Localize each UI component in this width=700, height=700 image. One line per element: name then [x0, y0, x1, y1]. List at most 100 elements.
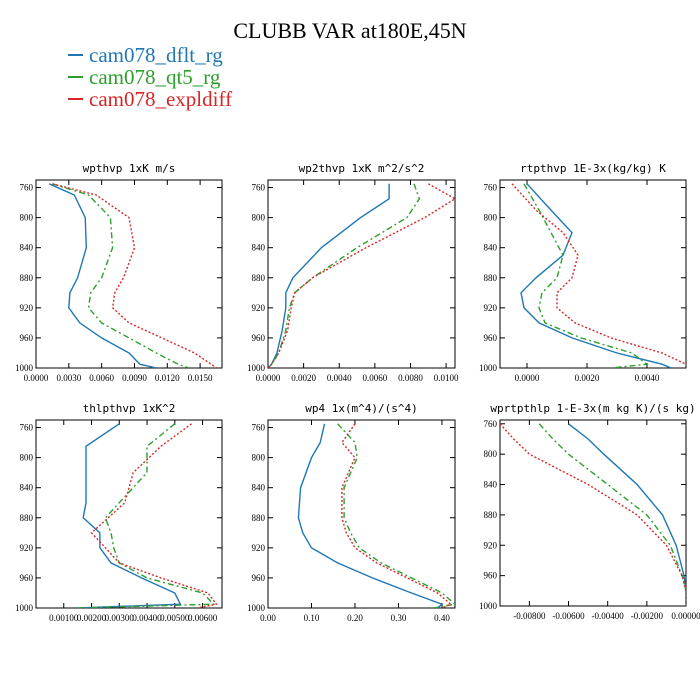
- panel-title: wpthvp 1xK m/s: [83, 162, 176, 175]
- series-line-dflt: [297, 423, 444, 608]
- x-tick-label: 0.0060: [89, 373, 114, 383]
- y-tick-label: 1000: [479, 363, 498, 373]
- y-tick-label: 880: [484, 510, 498, 520]
- series-line-qt5: [538, 423, 686, 606]
- chart-title: CLUBB VAR at180E,45N: [233, 18, 467, 43]
- y-tick-label: 1000: [15, 363, 34, 373]
- y-tick-label: 960: [484, 333, 498, 343]
- y-tick-label: 840: [252, 483, 266, 493]
- x-tick-label: 0.00: [260, 613, 276, 623]
- y-tick-label: 960: [20, 333, 34, 343]
- panel-title: wprtpthlp 1-E-3x(m kg K)/(s kg): [490, 402, 695, 415]
- y-tick-label: 960: [484, 571, 498, 581]
- y-tick-label: 840: [484, 480, 498, 490]
- legend-swatch-dflt: [68, 54, 83, 56]
- panel-2: wp2thvp 1xK m^2/s^2 760 800 840 880 920 960 100…: [247, 162, 459, 383]
- panel-5: wp4 1x(m^4)/(s^4)76080084088092096010000…: [247, 402, 456, 623]
- y-tick-label: 800: [484, 449, 498, 459]
- panel-6: wprtpthlp 1-E-3x(m kg K)/(s kg) 760 800 840…: [479, 402, 700, 621]
- y-tick-label: 760: [20, 423, 34, 433]
- plot-frame: [499, 179, 687, 369]
- series-line-dflt: [48, 183, 157, 368]
- y-tick-label: 920: [20, 543, 34, 553]
- series-line-expldiff: [511, 183, 686, 368]
- panel-title: rtpthvp 1E-3x(kg/kg) K: [520, 162, 666, 175]
- y-tick-label: 880: [20, 513, 34, 523]
- series-line-qt5: [77, 423, 216, 608]
- x-tick-label: -0.00800: [513, 611, 546, 621]
- y-tick-label: 840: [484, 243, 498, 253]
- plot-frame: [35, 179, 223, 369]
- series-line-qt5: [337, 423, 455, 608]
- plot-frame: [35, 419, 223, 609]
- y-tick-label: 840: [252, 243, 266, 253]
- x-tick-label: 0.0040: [327, 373, 352, 383]
- x-tick-label: 0.00600: [188, 613, 218, 623]
- x-tick-label: 0.0060: [362, 373, 387, 383]
- x-tick-label: 0.0030: [56, 373, 81, 383]
- y-tick-label: 960: [252, 573, 266, 583]
- series-line-dflt: [520, 183, 672, 368]
- x-tick-label: 0.0000: [24, 373, 49, 383]
- x-tick-label: 0.0150: [188, 373, 213, 383]
- y-tick-label: 800: [20, 453, 34, 463]
- panel-title: wp2thvp 1xK m^2/s^2: [299, 162, 425, 175]
- y-tick-label: 840: [20, 243, 34, 253]
- x-tick-label: 0.40: [434, 613, 450, 623]
- y-tick-label: 1000: [247, 363, 266, 373]
- series-line-qt5: [52, 183, 190, 368]
- series-line-expldiff: [52, 183, 217, 368]
- y-tick-label: 960: [20, 573, 34, 583]
- y-tick-label: 920: [484, 540, 498, 550]
- x-tick-label: 0.10: [304, 613, 320, 623]
- legend-label-qt5: cam078_qt5_rg: [89, 65, 221, 89]
- x-tick-label: 0.0000: [515, 373, 540, 383]
- y-tick-label: 840: [20, 483, 34, 493]
- y-tick-label: 920: [484, 303, 498, 313]
- x-tick-label: 0.00000: [671, 611, 700, 621]
- x-tick-label: 0.0120: [155, 373, 180, 383]
- y-tick-label: 760: [484, 419, 498, 429]
- y-tick-label: 1000: [15, 603, 34, 613]
- legend-label-expldiff: cam078_expldiff: [89, 87, 233, 111]
- y-tick-label: 880: [484, 273, 498, 283]
- x-tick-label: 0.30: [391, 613, 407, 623]
- y-tick-label: 920: [252, 303, 266, 313]
- series-line-expldiff: [268, 183, 455, 368]
- legend-item-expldiff: cam078_expldiff: [68, 88, 232, 110]
- x-tick-label: 0.0090: [122, 373, 147, 383]
- plot-frame: [499, 419, 687, 607]
- x-tick-label: 0.0000: [256, 373, 281, 383]
- x-tick-label: 0.0100: [434, 373, 459, 383]
- x-tick-label: 0.0080: [398, 373, 423, 383]
- legend-item-qt5: cam078_qt5_rg: [68, 66, 232, 88]
- legend-item-dflt: cam078_dflt_rg: [68, 44, 232, 66]
- legend-swatch-qt5: [68, 76, 83, 78]
- panel-4: thlpthvp 1xK^2 760 800 840 880 920 960 1000 0.00…: [15, 402, 223, 623]
- x-tick-label: 0.0020: [291, 373, 316, 383]
- panel-3: rtpthvp 1E-3x(kg/kg) K 760 800 840 880 920 960…: [479, 162, 687, 383]
- x-tick-label: 0.0040: [635, 373, 660, 383]
- series-line-expldiff: [500, 423, 686, 606]
- series-line-qt5: [523, 183, 649, 368]
- x-tick-label: 0.20: [347, 613, 363, 623]
- y-tick-label: 800: [484, 213, 498, 223]
- y-tick-label: 760: [252, 423, 266, 433]
- x-tick-label: 0.00100: [49, 613, 79, 623]
- y-tick-label: 880: [252, 513, 266, 523]
- series-line-expldiff: [341, 423, 453, 608]
- y-tick-label: 880: [252, 273, 266, 283]
- x-tick-label: 0.00300: [105, 613, 135, 623]
- series-line-expldiff: [90, 423, 218, 608]
- y-tick-label: 1000: [247, 603, 266, 613]
- panel-1: wpthvp 1xK m/s76080084088092096010000.00…: [15, 162, 223, 383]
- legend-swatch-expldiff: [68, 98, 83, 100]
- x-tick-label: 0.00500: [160, 613, 190, 623]
- series-line-dflt: [268, 183, 390, 368]
- x-tick-label: 0.00200: [77, 613, 107, 623]
- series-line-dflt: [568, 423, 686, 606]
- y-tick-label: 920: [20, 303, 34, 313]
- y-tick-label: 880: [20, 273, 34, 283]
- y-tick-label: 1000: [479, 601, 498, 611]
